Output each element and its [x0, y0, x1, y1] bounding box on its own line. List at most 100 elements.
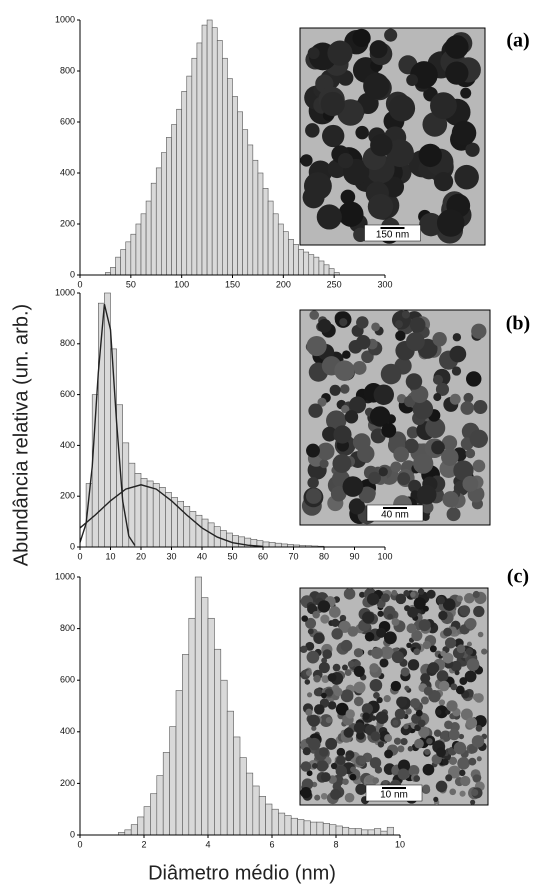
bar — [216, 40, 223, 276]
particle — [307, 628, 314, 635]
particle — [367, 193, 394, 220]
bar — [166, 137, 172, 276]
bar — [226, 710, 234, 836]
particle — [352, 28, 371, 48]
particle — [306, 650, 320, 664]
bar — [175, 690, 183, 836]
bar — [262, 541, 270, 548]
particle — [421, 512, 430, 521]
bar — [323, 264, 330, 276]
bar — [211, 27, 218, 276]
bar — [367, 829, 375, 836]
y-tick-label: 600 — [60, 116, 75, 126]
particle — [369, 40, 388, 59]
particle — [397, 472, 411, 486]
bar — [252, 159, 259, 276]
particle — [319, 459, 329, 469]
particle — [383, 631, 397, 645]
particle — [459, 605, 471, 617]
bar — [303, 251, 310, 276]
particle — [320, 772, 331, 782]
particle — [312, 762, 318, 769]
bar — [278, 812, 286, 836]
bar — [380, 830, 388, 836]
x-tick-label: 0 — [77, 551, 82, 561]
particle — [426, 737, 433, 745]
particle — [353, 722, 365, 734]
bar — [124, 829, 132, 836]
particle — [306, 692, 313, 698]
particle — [335, 702, 349, 716]
particle — [353, 648, 364, 658]
particle — [458, 733, 465, 740]
particle — [468, 757, 477, 766]
bar — [237, 111, 243, 276]
particle — [422, 763, 435, 776]
particle — [470, 799, 476, 805]
particle — [344, 669, 352, 677]
particle — [460, 708, 473, 721]
bar — [227, 78, 233, 276]
particle — [302, 186, 325, 209]
particle — [320, 792, 328, 800]
particle — [338, 620, 351, 633]
particle — [394, 320, 403, 329]
particle — [368, 471, 381, 485]
x-tick-label: 6 — [269, 839, 274, 849]
particle — [313, 688, 323, 697]
bar — [115, 256, 121, 276]
x-tick-label: 100 — [377, 551, 392, 561]
particle — [358, 756, 367, 765]
particle — [473, 605, 485, 618]
particle — [353, 681, 366, 694]
particle — [332, 454, 352, 473]
bar — [298, 249, 304, 276]
particle — [331, 628, 343, 640]
particle — [305, 669, 312, 676]
bar — [222, 57, 228, 276]
particle — [361, 703, 373, 715]
particle — [442, 598, 456, 611]
particle — [370, 715, 377, 721]
particle — [336, 747, 346, 757]
x-tick-label: 50 — [126, 279, 136, 289]
bar — [342, 826, 350, 836]
particle — [415, 709, 423, 717]
particle — [322, 649, 333, 660]
particle — [466, 658, 480, 671]
bar — [156, 775, 164, 836]
particle — [397, 745, 405, 753]
particle — [370, 731, 381, 742]
particle — [405, 373, 423, 390]
particle — [342, 350, 351, 359]
particle — [433, 393, 442, 402]
particle — [412, 398, 434, 420]
particle — [357, 444, 375, 463]
y-tick-label: 400 — [60, 726, 75, 736]
bar — [169, 726, 177, 836]
bar — [188, 617, 196, 836]
y-tick-label: 800 — [60, 65, 75, 75]
particle — [427, 662, 440, 674]
particle — [369, 406, 391, 427]
particle — [339, 384, 350, 394]
bar — [176, 108, 182, 276]
bar — [226, 532, 233, 548]
particle — [410, 698, 421, 709]
bar — [290, 817, 298, 836]
particle — [362, 611, 375, 624]
bar — [271, 808, 279, 836]
particle — [313, 632, 325, 644]
particle — [318, 662, 330, 674]
particle — [391, 651, 404, 664]
bar — [150, 793, 158, 836]
particle — [302, 747, 311, 756]
particle — [410, 591, 416, 598]
particle — [394, 708, 406, 720]
particle — [356, 316, 369, 329]
particle — [420, 673, 431, 684]
x-tick-label: 80 — [319, 551, 329, 561]
particle — [433, 729, 442, 737]
particle — [332, 782, 342, 791]
x-tick-label: 30 — [166, 551, 176, 561]
